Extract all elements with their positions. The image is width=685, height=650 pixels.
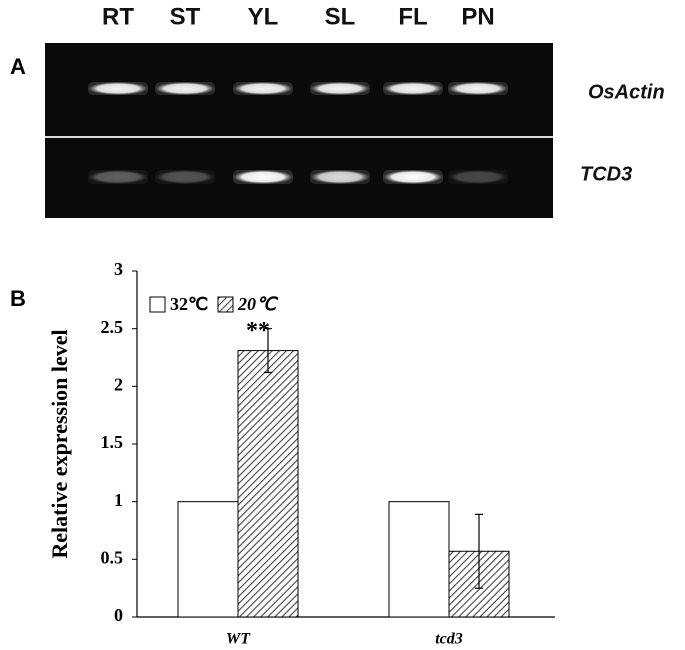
- bar: [177, 501, 239, 618]
- band: [310, 82, 370, 95]
- panel-label: B: [10, 286, 26, 311]
- y-tick-label: 1.5: [101, 432, 124, 452]
- lane-label: PN: [461, 3, 494, 30]
- band: [310, 170, 370, 184]
- gene-label: TCD3: [580, 163, 632, 185]
- band: [88, 170, 148, 184]
- band: [383, 170, 443, 184]
- y-tick-label: 1: [114, 490, 123, 510]
- y-tick-label: 2: [114, 374, 123, 394]
- legend-swatch: [149, 296, 166, 313]
- error-bar: [264, 328, 272, 374]
- bar: [388, 501, 450, 618]
- band: [233, 170, 293, 184]
- lane-label: RT: [102, 3, 134, 30]
- lane-label: FL: [398, 3, 427, 30]
- lane-label: YL: [248, 3, 279, 30]
- y-tick-label: 2.5: [101, 317, 124, 337]
- band: [155, 170, 215, 184]
- y-tick-label: 0.5: [101, 547, 124, 567]
- band: [88, 82, 148, 95]
- x-tick-label: tcd3: [435, 631, 463, 648]
- y-tick-label: 0: [114, 605, 123, 625]
- gene-label: OsActin: [588, 81, 665, 103]
- band: [383, 82, 443, 95]
- legend-swatch: [217, 296, 234, 313]
- lane-label: ST: [170, 3, 201, 30]
- gel: [45, 43, 553, 218]
- y-axis-label: Relative expression level: [47, 329, 72, 558]
- lane-label: SL: [325, 3, 356, 30]
- annotation: **: [246, 318, 270, 344]
- band: [155, 82, 215, 95]
- error-bar: [475, 513, 483, 589]
- band: [448, 82, 508, 95]
- legend-label: 32℃: [170, 294, 208, 314]
- y-tick-label: 3: [114, 259, 123, 279]
- band: [233, 82, 293, 95]
- legend-label: 20℃: [237, 294, 279, 314]
- bar: [237, 350, 299, 618]
- x-tick-label: WT: [226, 631, 251, 648]
- band: [448, 170, 508, 184]
- panel-label: A: [10, 54, 26, 79]
